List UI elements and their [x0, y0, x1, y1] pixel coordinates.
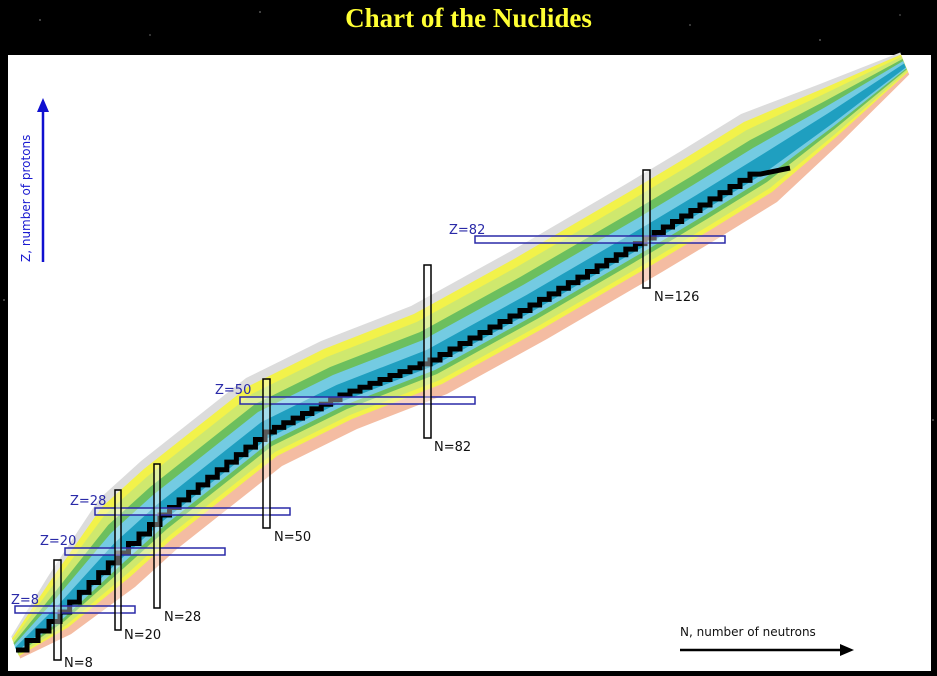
magic-z-label: Z=82: [449, 223, 485, 238]
magic-n-82-box: [423, 264, 432, 439]
magic-z-label: Z=8: [11, 593, 39, 608]
magic-z-82-box: [474, 235, 726, 244]
nuclide-band-6: [15, 63, 906, 652]
magic-n-label: N=126: [654, 290, 699, 305]
y-axis-label: Z, number of protons: [19, 135, 33, 262]
magic-n-28-box: [153, 463, 161, 609]
magic-z-8-box: [14, 605, 136, 614]
magic-n-20-box: [114, 489, 122, 631]
magic-z-label: Z=20: [40, 534, 76, 549]
x-axis-label: N, number of neutrons: [680, 625, 816, 639]
page-title: Chart of the Nuclides: [345, 3, 592, 33]
magic-n-8-box: [53, 559, 62, 661]
magic-z-20-box: [64, 547, 226, 556]
magic-n-label: N=50: [274, 530, 311, 545]
magic-z-50-box: [239, 396, 476, 405]
magic-z-label: Z=50: [215, 383, 251, 398]
magic-n-label: N=20: [124, 628, 161, 643]
magic-n-label: N=82: [434, 440, 471, 455]
nuclide-bands: [11, 52, 910, 659]
x-axis-arrow-icon: [680, 644, 854, 656]
y-axis-arrow-icon: [37, 98, 49, 262]
magic-n-label: N=8: [64, 656, 93, 671]
magic-z-28-box: [94, 507, 291, 516]
magic-n-126-box: [642, 169, 651, 289]
magic-z-label: Z=28: [70, 494, 106, 509]
magic-n-50-box: [262, 378, 271, 529]
magic-n-label: N=28: [164, 610, 201, 625]
